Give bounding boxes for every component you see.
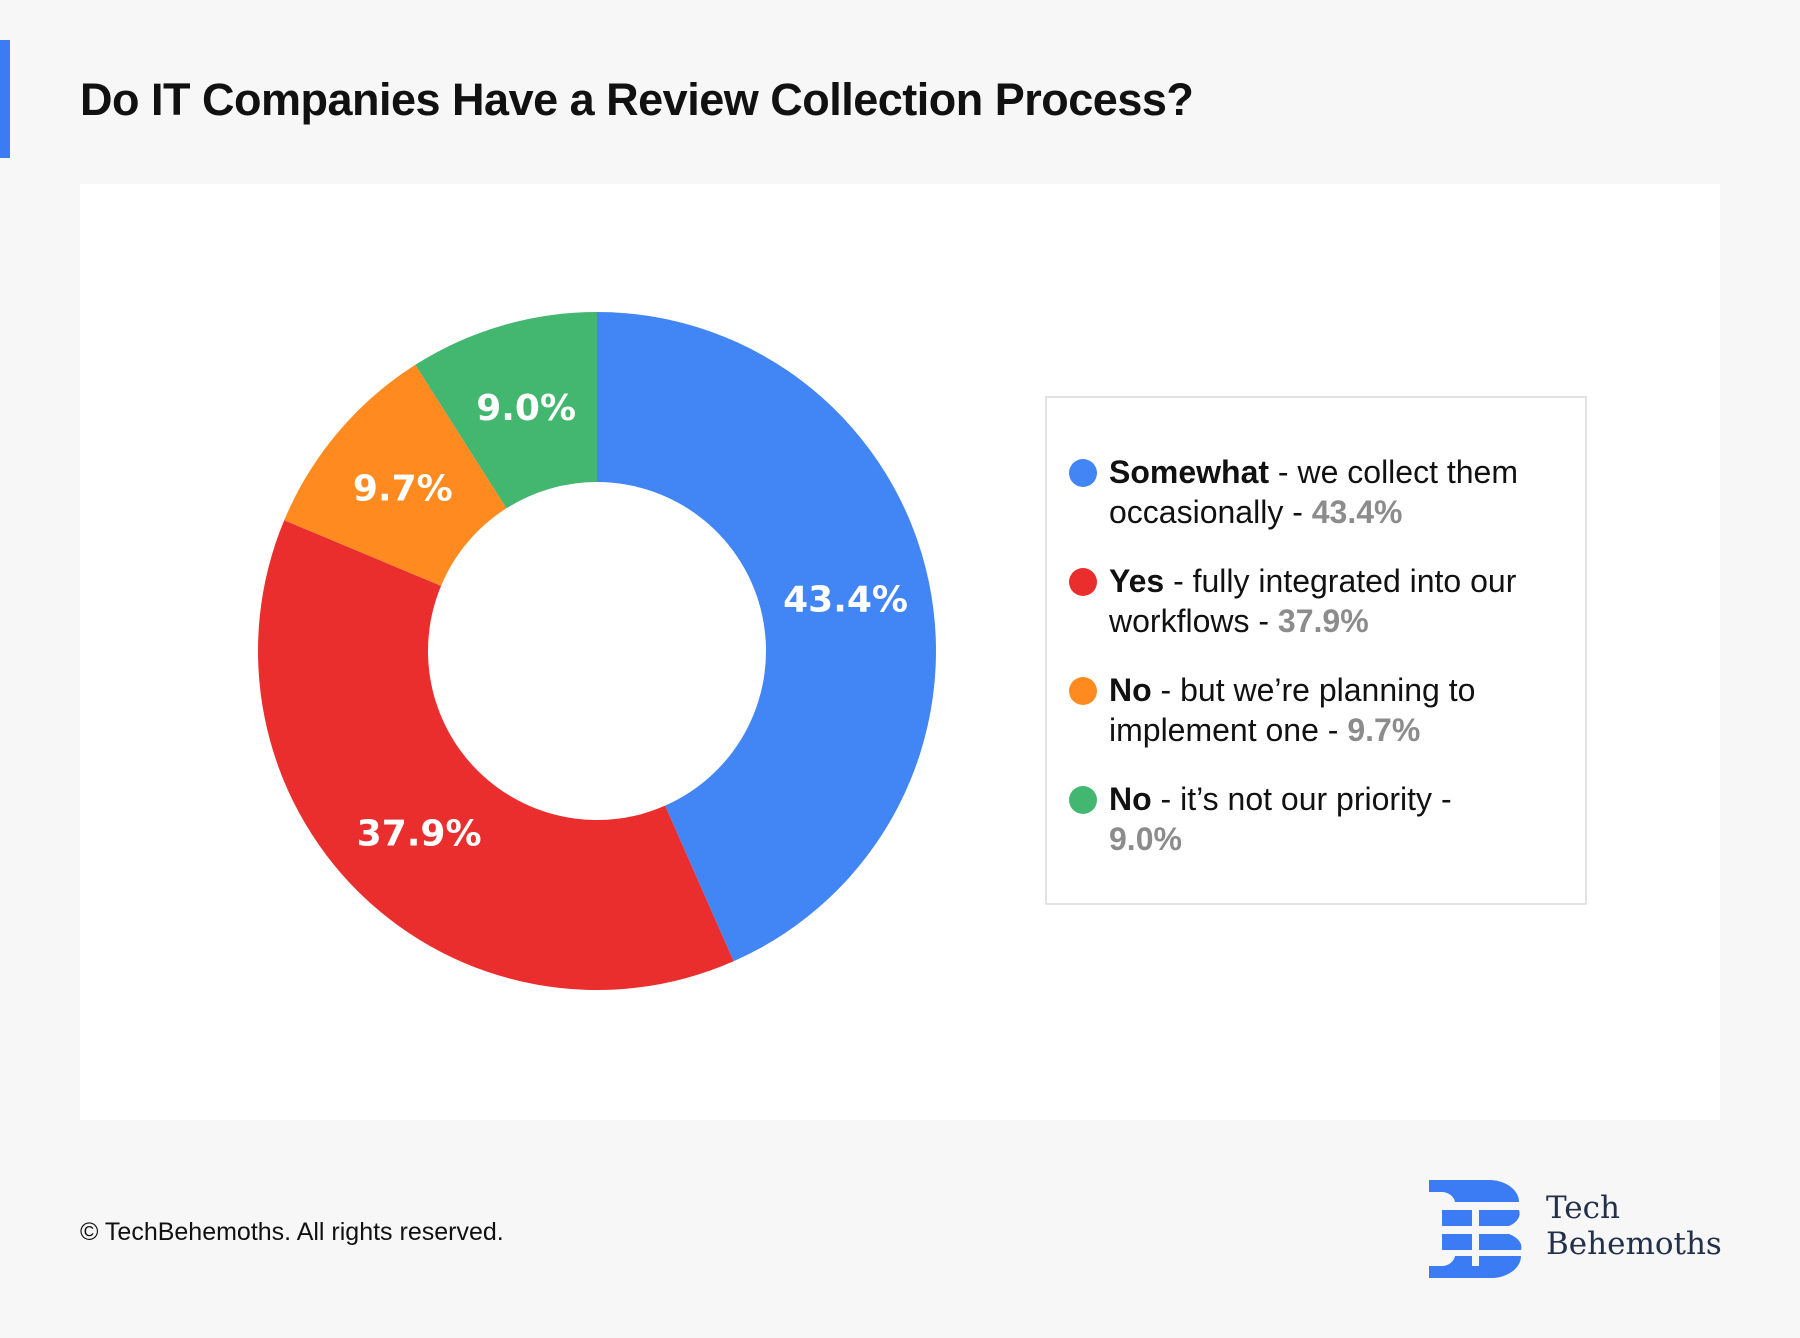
legend-dot-icon bbox=[1069, 677, 1097, 705]
donut-slice bbox=[415, 312, 597, 509]
slice-data-label: 37.9% bbox=[357, 813, 482, 854]
accent-bar bbox=[0, 40, 10, 158]
legend-item: Somewhat - we collect them occasionally … bbox=[1069, 452, 1549, 532]
legend-value: 9.0% bbox=[1109, 821, 1182, 857]
donut-slice bbox=[284, 364, 507, 586]
legend-item: No - it’s not our priority - 9.0% bbox=[1069, 779, 1549, 859]
chart-legend: Somewhat - we collect them occasionally … bbox=[1045, 396, 1587, 905]
techbehemoths-logo-icon bbox=[1429, 1180, 1522, 1278]
legend-text: - fully integrated into our workflows - bbox=[1109, 563, 1517, 639]
legend-value: 43.4% bbox=[1311, 494, 1403, 530]
legend-key: Somewhat bbox=[1109, 454, 1270, 490]
legend-dot-icon bbox=[1069, 459, 1097, 487]
legend-dot-icon bbox=[1069, 568, 1097, 596]
slice-data-label: 9.0% bbox=[476, 388, 576, 429]
copyright-text: © TechBehemoths. All rights reserved. bbox=[80, 1218, 504, 1246]
slice-data-label: 43.4% bbox=[783, 580, 908, 621]
logo-line-1: Tech bbox=[1546, 1190, 1620, 1226]
legend-key: Yes bbox=[1109, 563, 1165, 599]
logo-wordmark: Tech Behemoths bbox=[1546, 1190, 1722, 1262]
legend-value: 37.9% bbox=[1277, 603, 1369, 639]
logo-line-2: Behemoths bbox=[1546, 1226, 1722, 1262]
donut-slice bbox=[257, 520, 734, 990]
legend-text: - but we’re planning to implement one - bbox=[1109, 672, 1476, 748]
slice-data-label: 9.7% bbox=[353, 468, 453, 509]
legend-item: No - but we’re planning to implement one… bbox=[1069, 670, 1549, 750]
legend-value: 9.7% bbox=[1347, 712, 1421, 748]
donut-slice bbox=[597, 312, 936, 962]
legend-text: - we collect them occasionally - bbox=[1109, 454, 1518, 530]
legend-dot-icon bbox=[1069, 786, 1097, 814]
legend-key: No bbox=[1109, 781, 1152, 817]
legend-item: Yes - fully integrated into our workflow… bbox=[1069, 561, 1549, 641]
legend-text: - it’s not our priority - bbox=[1151, 781, 1452, 817]
page-title: Do IT Companies Have a Review Collection… bbox=[80, 74, 1194, 125]
legend-key: No bbox=[1109, 672, 1152, 708]
